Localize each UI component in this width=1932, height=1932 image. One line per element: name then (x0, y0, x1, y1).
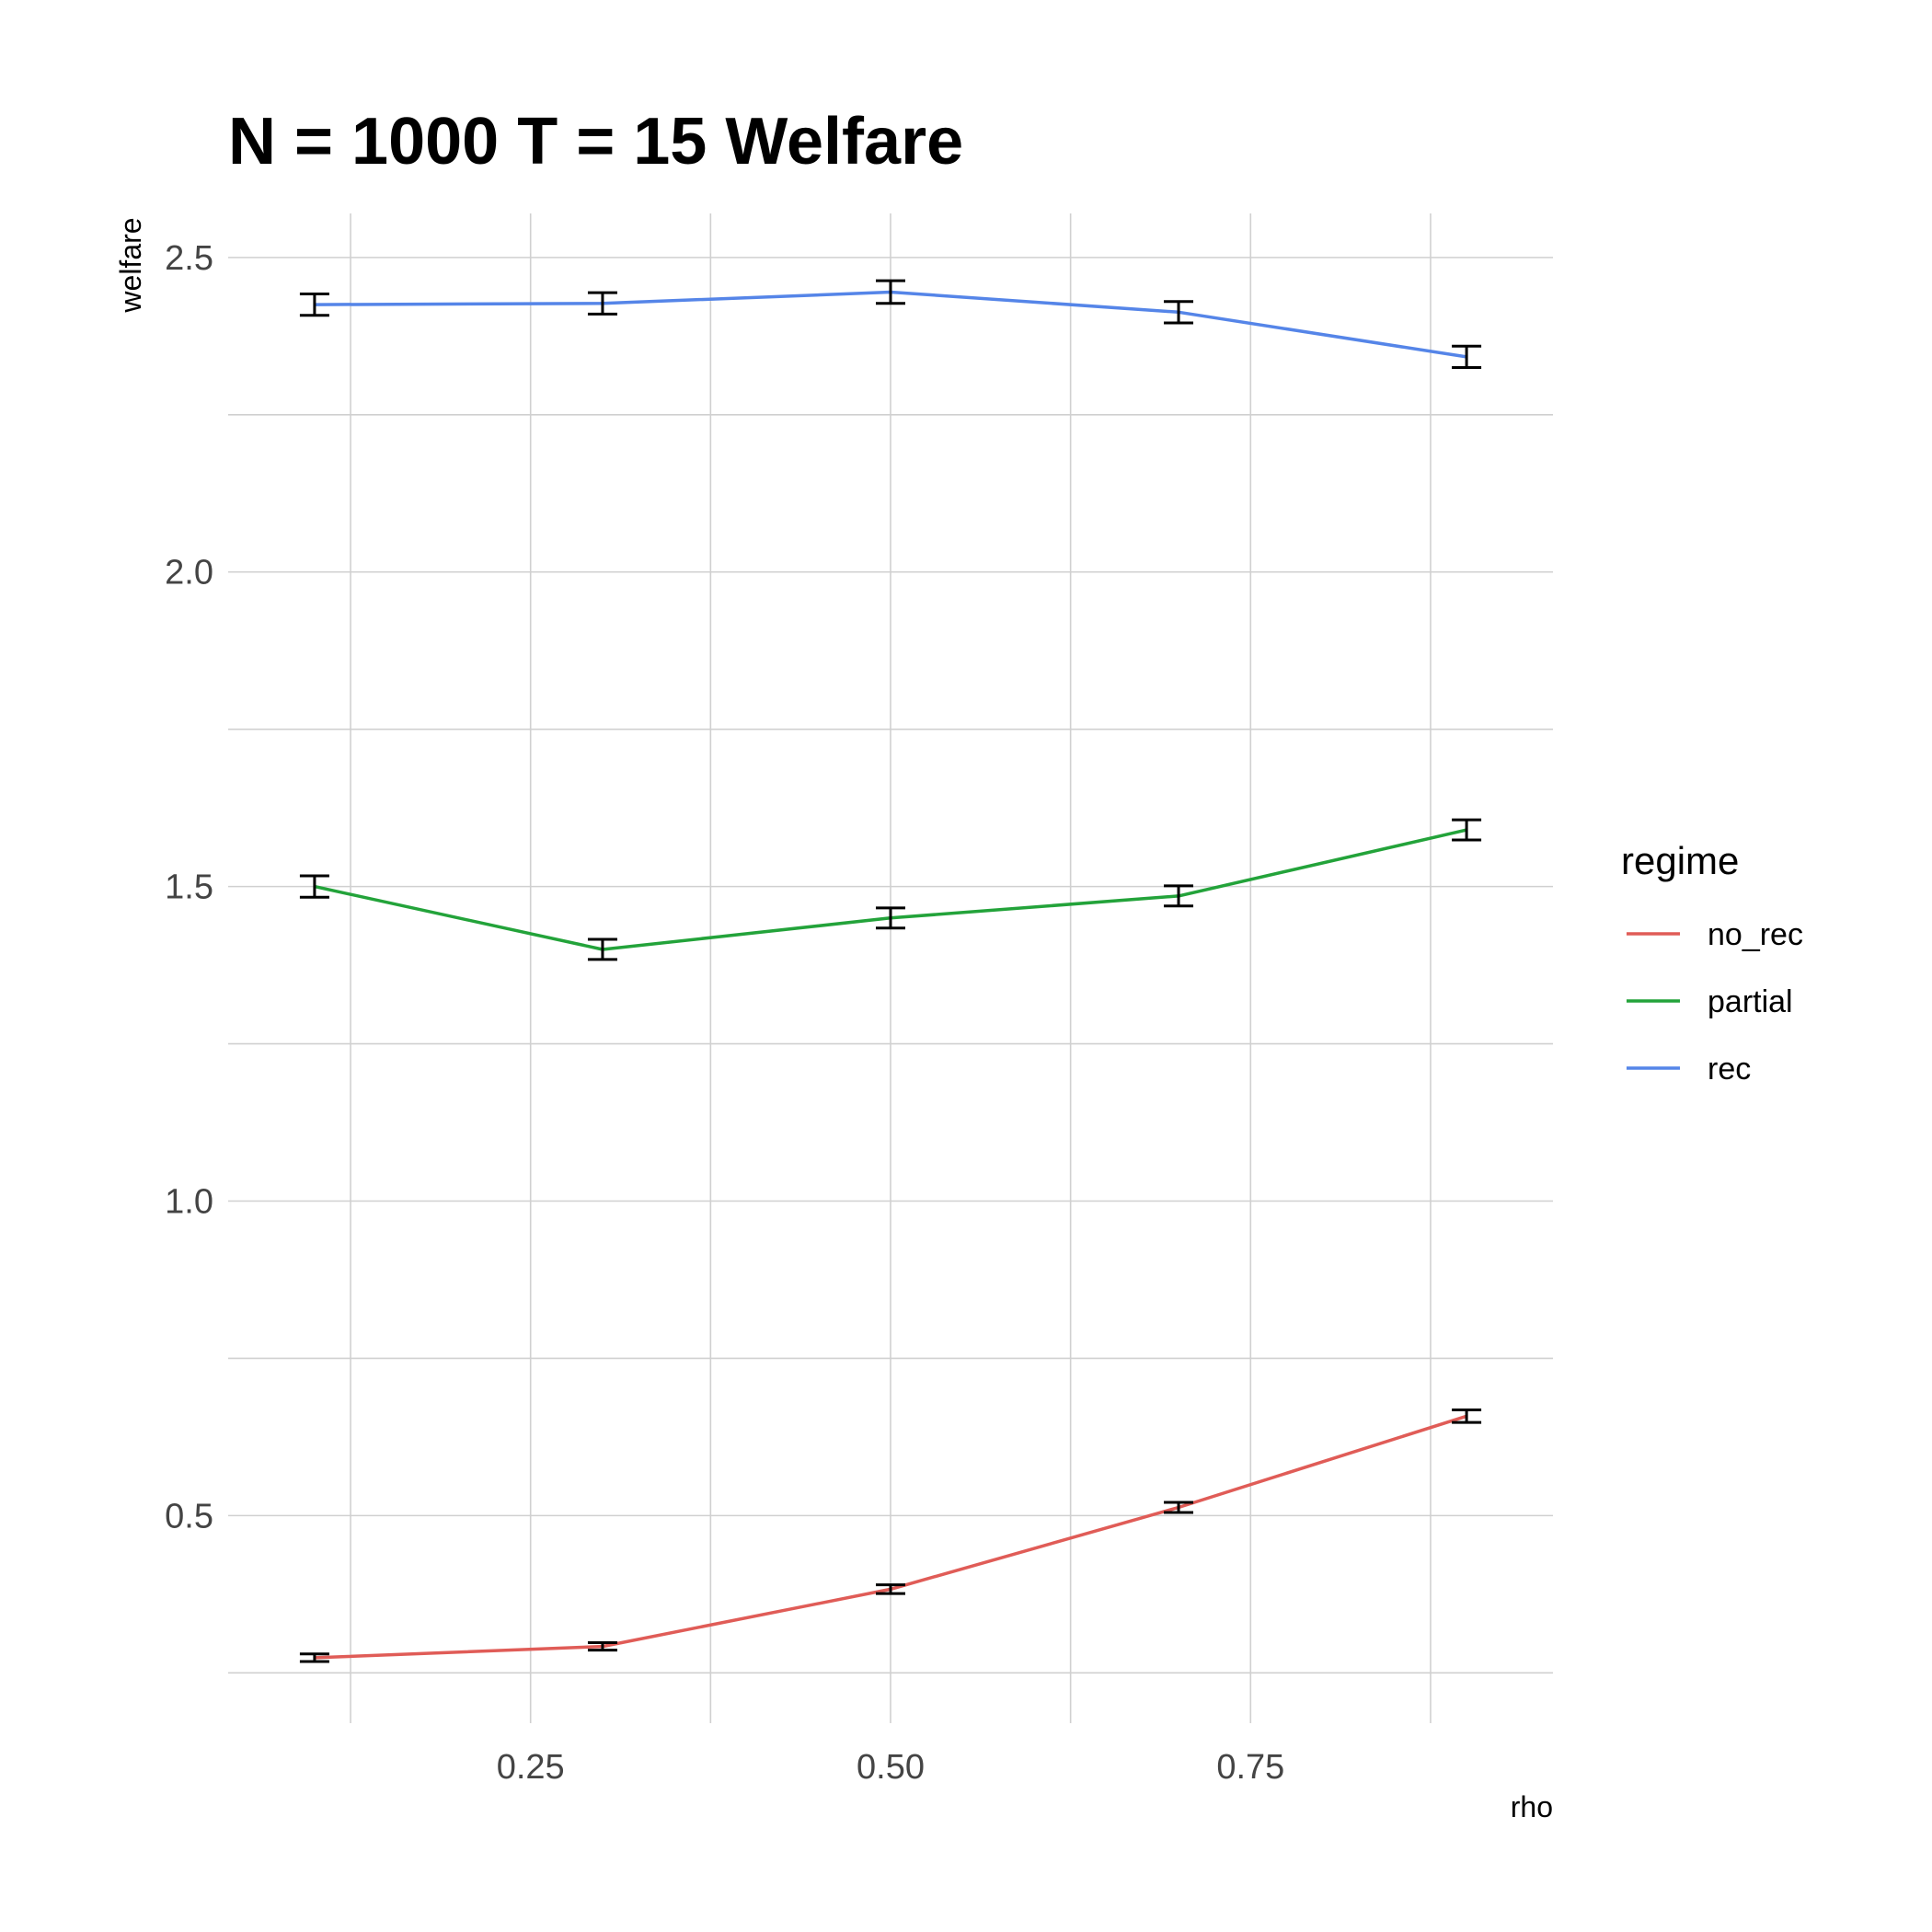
y-tick-label: 1.5 (165, 868, 213, 907)
x-tick-label: 0.50 (857, 1748, 925, 1787)
legend-label: partial (1708, 984, 1793, 1019)
error-bar-no_rec (1452, 1408, 1482, 1424)
error-bar-no_rec (876, 1583, 905, 1595)
x-tick-label: 0.75 (1216, 1748, 1284, 1787)
error-bar-no_rec (299, 1652, 329, 1663)
grid (228, 213, 1553, 1723)
legend-title: regime (1621, 839, 1739, 882)
error-bar-rec (876, 279, 905, 305)
error-bar-rec (587, 291, 617, 316)
error-bar-partial (876, 906, 905, 930)
error-bars (299, 279, 1482, 1663)
x-axis-label: rho (1511, 1790, 1553, 1823)
legend-item-no_rec: no_rec (1627, 917, 1803, 952)
legend-item-rec: rec (1627, 1052, 1751, 1087)
legend-label: rec (1708, 1052, 1751, 1087)
y-tick-label: 2.5 (165, 239, 213, 278)
error-bar-partial (1164, 884, 1194, 908)
error-bar-rec (1452, 344, 1482, 370)
y-tick-label: 2.0 (165, 554, 213, 592)
error-bar-partial (299, 874, 329, 899)
error-bar-no_rec (1164, 1501, 1194, 1514)
x-tick-label: 0.25 (497, 1748, 565, 1787)
legend-item-partial: partial (1627, 984, 1793, 1019)
error-bar-rec (1164, 300, 1194, 325)
chart-title: N = 1000 T = 15 Welfare (228, 105, 963, 178)
error-bar-partial (587, 937, 617, 961)
y-tick-label: 1.0 (165, 1182, 213, 1221)
legend-label: no_rec (1708, 917, 1803, 952)
y-axis-label: welfare (114, 217, 147, 313)
error-bar-no_rec (587, 1640, 617, 1652)
y-tick-label: 0.5 (165, 1497, 213, 1535)
error-bar-rec (299, 293, 329, 317)
error-bar-partial (1452, 818, 1482, 842)
tick-labels: 0.5 1.0 1.5 2.0 2.5 0.25 0.50 0.75 (165, 239, 1284, 1787)
